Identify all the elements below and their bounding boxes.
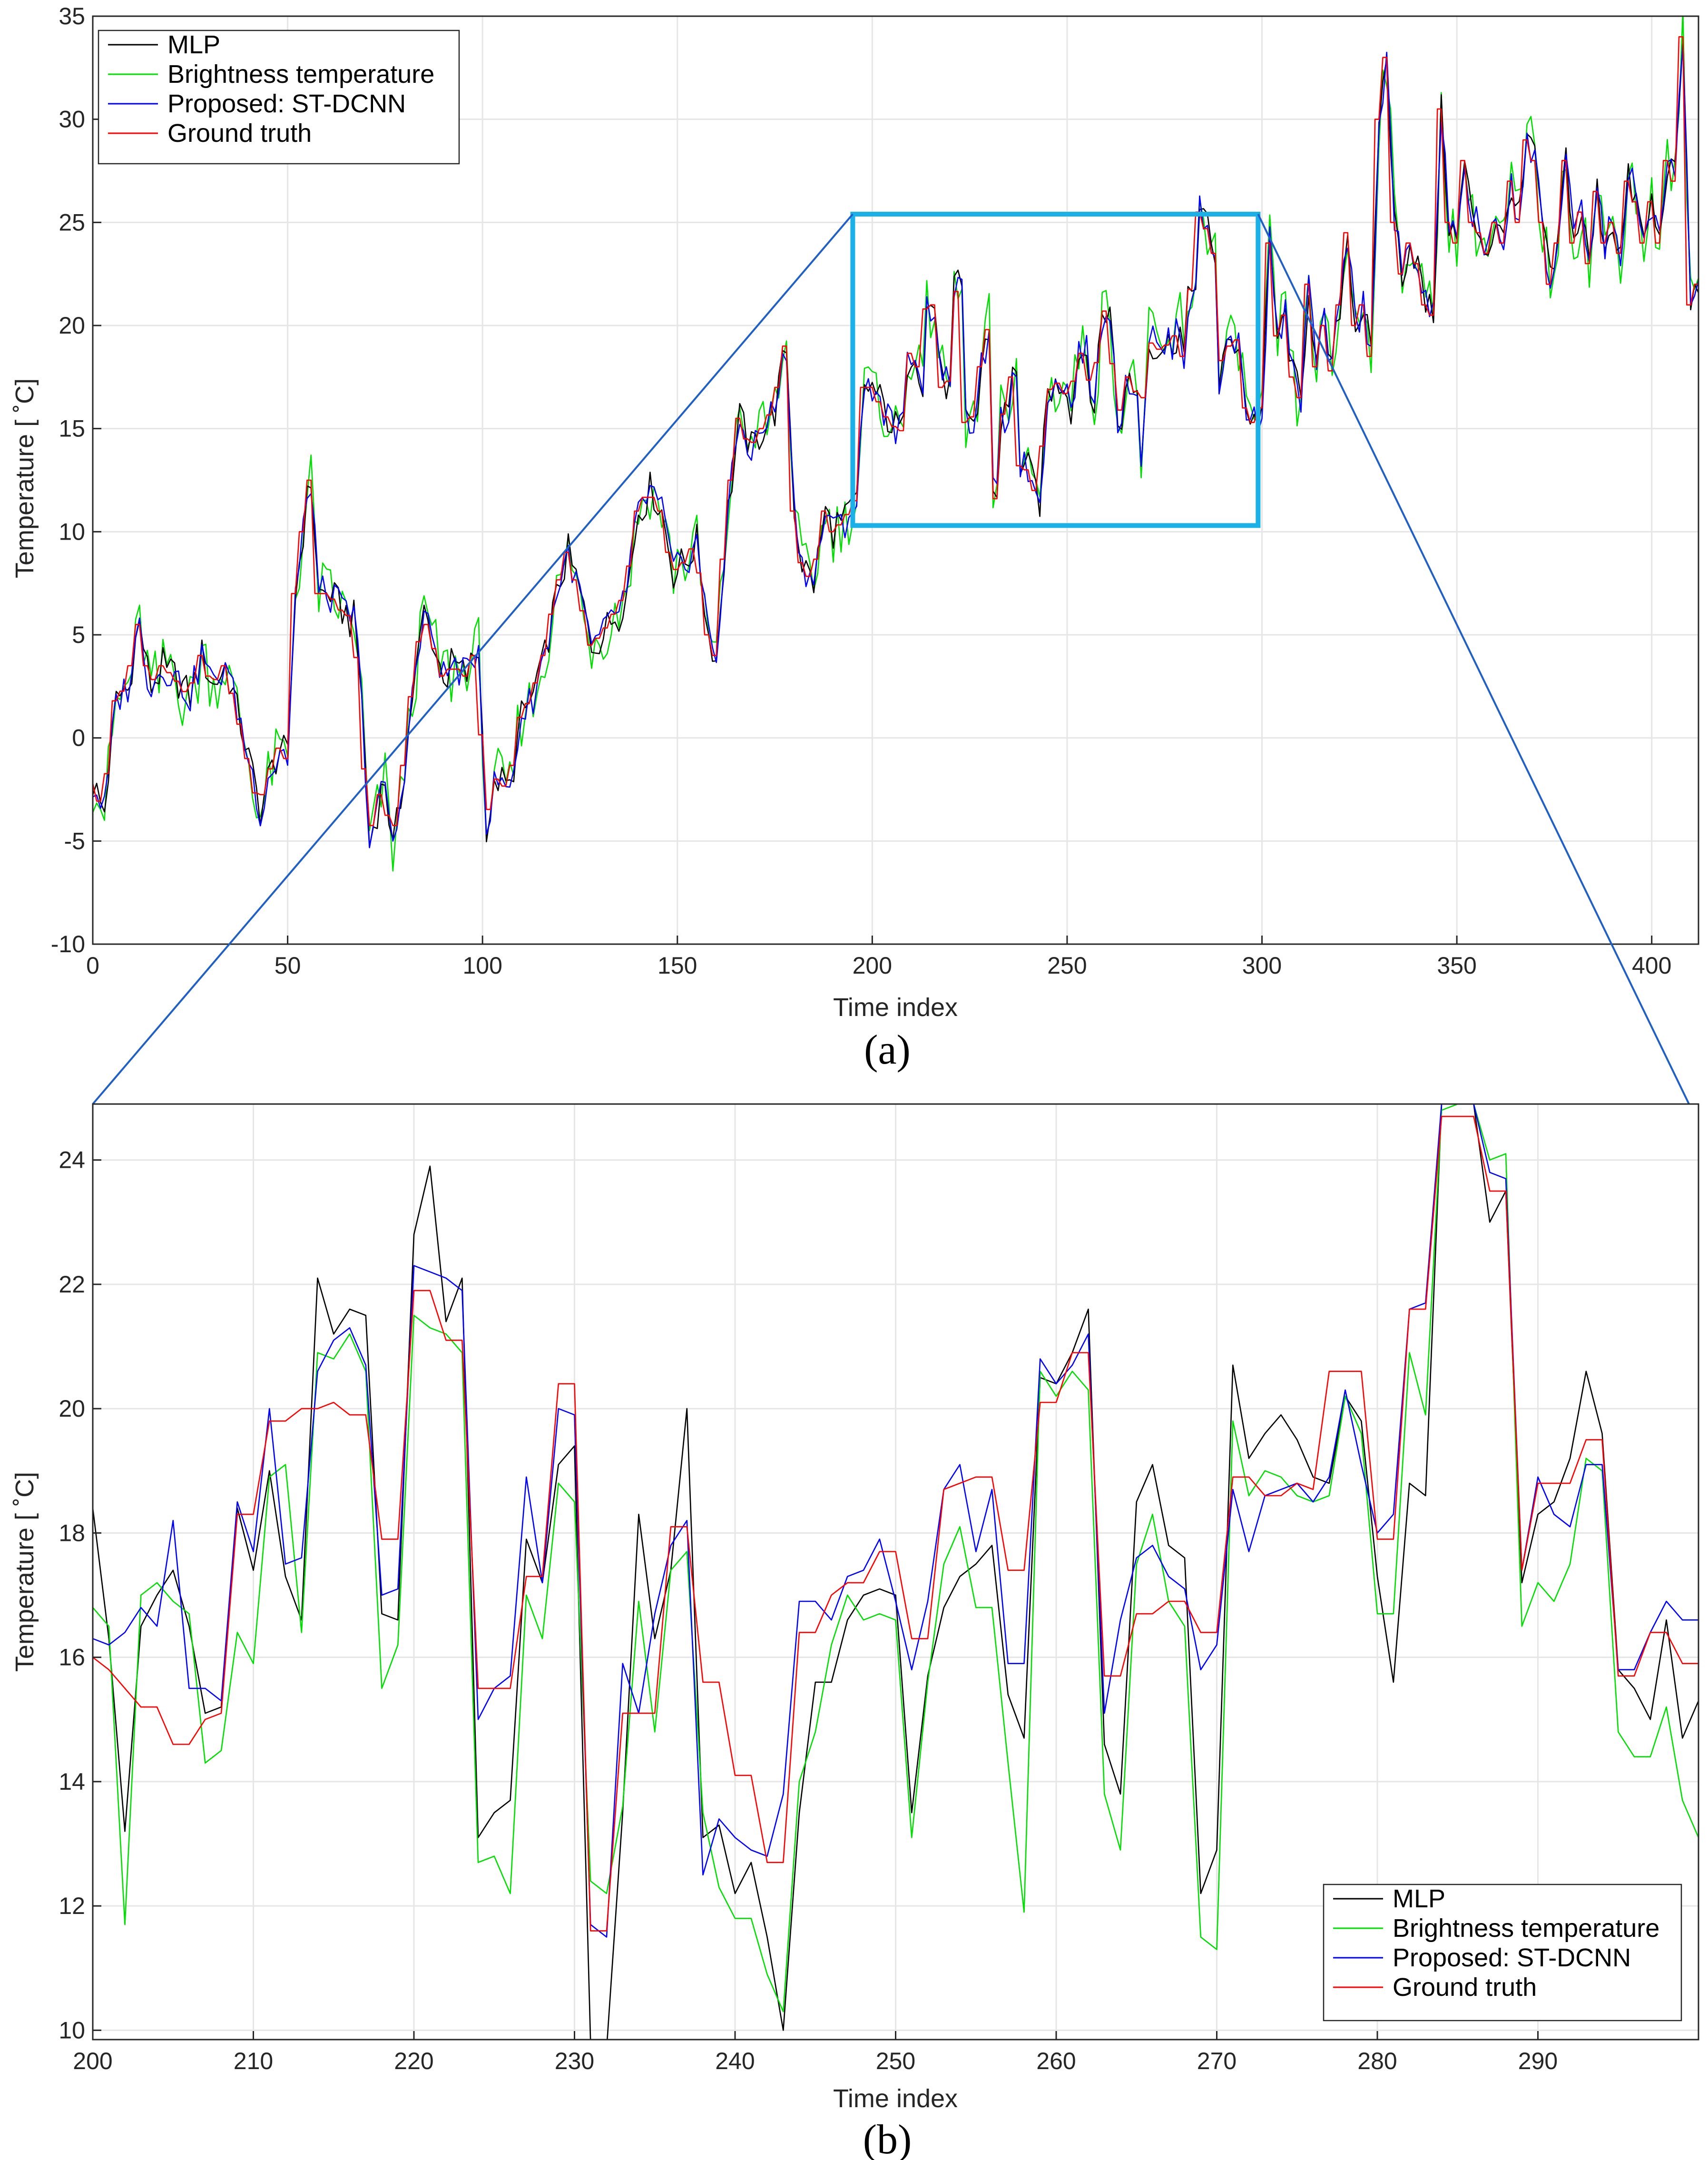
x-tick-label: 0 <box>86 952 99 979</box>
x-tick-labels-a: 0 50 100 150 200 250 300 350 400 <box>86 936 1671 979</box>
panel-a: 0 50 100 150 200 250 300 350 400 -10 -5 0 5 10 15 20 25… <box>10 3 1699 1073</box>
legend-label-proposed-st-dcnn: Proposed: ST-DCNN <box>1393 1943 1631 1972</box>
zoom-box <box>850 212 1261 528</box>
x-tick-label: 150 <box>658 952 697 979</box>
series-line-b-mlp <box>93 1104 1698 2040</box>
series-line-a-proposed-st-dcnn <box>93 44 1698 848</box>
y-tick-labels-a: -10 -5 0 5 10 15 20 25 30 35 <box>51 3 101 957</box>
y-tick-label: 12 <box>59 1893 85 1919</box>
legend-label-proposed-st-dcnn: Proposed: ST-DCNN <box>167 89 406 118</box>
zoom-connector-left <box>92 213 854 1105</box>
y-tick-label: 30 <box>59 106 85 133</box>
legend-label-mlp: MLP <box>1393 1884 1445 1913</box>
axes-frame-a <box>92 15 1699 945</box>
zoom-connectors <box>92 213 1690 1105</box>
x-tick-label: 270 <box>1197 2048 1237 2074</box>
y-axis-label-b: Temperature [ ˚C] <box>10 1472 39 1672</box>
panel-b: 200 210 220 230 240 250 260 270 280 290 101214161… <box>10 1103 1699 2160</box>
y-tick-label: 22 <box>59 1271 85 1298</box>
x-tick-label: 50 <box>275 952 301 979</box>
legend-box-a <box>98 30 460 165</box>
legend-label-mlp: MLP <box>167 30 220 59</box>
y-tick-label: 10 <box>59 2017 85 2043</box>
legend-box-b <box>1323 1884 1682 2022</box>
x-tick-labels-b: 200 210 220 230 240 250 260 270 280 290 <box>73 2031 1558 2074</box>
x-tick-label: 250 <box>876 2048 915 2074</box>
x-tick-label: 230 <box>555 2048 594 2074</box>
x-tick-label: 240 <box>715 2048 755 2074</box>
x-tick-label: 100 <box>462 952 502 979</box>
legend-label-ground-truth: Ground truth <box>167 119 312 148</box>
y-tick-label: 20 <box>59 1395 85 1422</box>
y-tick-label: 0 <box>72 725 85 751</box>
zoom-connector-right <box>1257 214 1690 1105</box>
x-axis-label-b: Time index <box>833 2084 958 2113</box>
x-tick-label: 220 <box>394 2048 433 2074</box>
legend-label-brightness-temperature: Brightness temperature <box>167 60 434 89</box>
x-tick-label: 210 <box>234 2048 273 2074</box>
series-group-a <box>93 16 1698 872</box>
x-tick-label: 280 <box>1357 2048 1397 2074</box>
y-tick-label: -5 <box>64 828 85 854</box>
y-tick-label: 35 <box>59 3 85 30</box>
y-tick-label: -10 <box>51 931 85 957</box>
x-tick-label: 400 <box>1632 952 1671 979</box>
series-group-b <box>93 1104 1698 2040</box>
caption-b: (b) <box>863 2117 912 2160</box>
x-tick-label: 200 <box>853 952 892 979</box>
legend-label-brightness-temperature: Brightness temperature <box>1393 1914 1659 1943</box>
series-line-b-ground-truth <box>93 1115 1698 1932</box>
x-tick-label: 290 <box>1518 2048 1558 2074</box>
x-tick-label: 250 <box>1047 952 1087 979</box>
y-tick-label: 25 <box>59 209 85 236</box>
series-line-b-brightness-temperature <box>93 1104 1698 2012</box>
caption-a: (a) <box>864 1027 911 1073</box>
y-tick-label: 5 <box>72 621 85 648</box>
y-tick-label: 15 <box>59 415 85 442</box>
y-tick-labels-b: 10 12 14 16 18 20 22 24 <box>59 1147 101 2043</box>
y-tick-label: 24 <box>59 1147 85 1174</box>
y-tick-label: 14 <box>59 1768 85 1795</box>
y-tick-label: 20 <box>59 312 85 339</box>
x-tick-label: 300 <box>1242 952 1282 979</box>
grid-b <box>92 1104 1698 2040</box>
x-tick-label: 260 <box>1036 2048 1076 2074</box>
y-axis-label-a: Temperature [ ˚C] <box>10 378 39 578</box>
y-tick-label: 10 <box>59 518 85 545</box>
y-tick-label: 16 <box>59 1644 85 1671</box>
x-tick-label: 200 <box>73 2048 112 2074</box>
series-line-b-proposed-st-dcnn <box>93 1104 1698 1938</box>
series-line-a-ground-truth <box>93 36 1698 827</box>
x-tick-label: 350 <box>1437 952 1476 979</box>
legend-label-ground-truth: Ground truth <box>1393 1973 1537 2002</box>
y-tick-label: 18 <box>59 1519 85 1546</box>
x-axis-label-a: Time index <box>833 993 958 1022</box>
